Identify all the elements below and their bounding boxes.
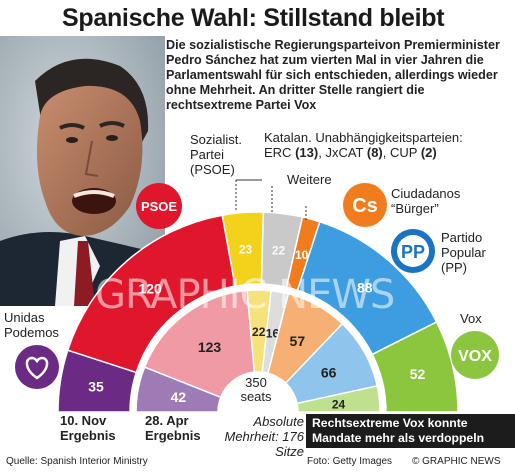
label-erc: ERC	[264, 145, 292, 160]
label-psoe: Sozialist. Partei (PSOE)	[190, 132, 243, 177]
label-weitere: Weitere	[287, 172, 332, 187]
majority-note: Absolute Mehrheit: 176 Sitze	[224, 414, 305, 459]
outer-ring-value-weitere: 22	[272, 243, 286, 257]
inner-ring-value-pp: 66	[321, 364, 337, 380]
pp-logo: PP	[391, 229, 435, 273]
label-jxcat-seats: (8)	[366, 145, 383, 160]
outer-ring-value-podemos: 35	[88, 378, 104, 394]
seats-word: seats	[240, 389, 272, 404]
label-catalan-title: Katalan. Unabhängigkeitsparteien:	[264, 130, 463, 145]
photo-credit: Foto: Getty Images	[307, 456, 393, 467]
page-title: Spanische Wahl: Stillstand bleibt	[62, 4, 445, 32]
label-cup: CUP	[390, 145, 418, 160]
label-ciudadanos: Ciudadanos “Bürger”	[391, 186, 461, 216]
vox-callout: Rechtsextreme Vox konnte Mandate mehr al…	[306, 414, 515, 448]
label-pp: Partido Popular (PP)	[441, 230, 486, 275]
label-cup-seats: (2)	[420, 145, 437, 160]
vox-logo: VOX	[451, 331, 499, 379]
label-erc-seats: (13)	[295, 145, 319, 160]
inner-ring-value-weitere: 16	[266, 326, 280, 340]
seats-total: 350 seats	[236, 376, 276, 404]
outer-ring-value-pp: 88	[357, 280, 373, 296]
outer-ring-nov: 35 120 23 22 10 88 52	[57, 211, 459, 413]
ciudadanos-logo-text: Cs	[352, 195, 378, 217]
vox-logo-text: VOX	[458, 348, 492, 365]
inner-ring-value-catalan: 22	[252, 325, 266, 339]
copyright: © GRAPHIC NEWS	[412, 456, 501, 467]
inner-ring-segment-psoe	[143, 289, 256, 399]
label-nov: 10. Nov Ergebnis	[60, 413, 116, 443]
outer-ring-value-vox: 52	[410, 366, 426, 382]
seats-number: 350	[245, 375, 267, 390]
outer-ring-value-catalan: 23	[239, 242, 253, 256]
outer-ring-value-psoe: 120	[138, 280, 162, 296]
source-note: Quelle: Spanish Interior Ministry	[6, 456, 148, 467]
inner-ring-apr: 42 123 22 16 57 66 24	[135, 289, 381, 413]
heart-icon	[25, 356, 49, 380]
outer-ring-value-ciudadanos: 10	[295, 248, 309, 262]
inner-ring-value-psoe: 123	[198, 339, 222, 355]
intro-text: Die sozialistische Regierungsparteivon P…	[166, 38, 500, 112]
inner-ring-segment-vox	[296, 385, 381, 413]
inner-ring-value-podemos: 42	[171, 389, 187, 405]
podemos-logo	[15, 345, 59, 389]
label-podemos: Unidas Podemos	[4, 310, 59, 340]
psoe-logo: PSOE	[136, 183, 182, 229]
psoe-logo-text: PSOE	[141, 199, 177, 214]
label-jxcat: JxCAT	[325, 145, 364, 160]
pp-logo-text: PP	[401, 242, 425, 262]
hemicycle-center	[220, 374, 296, 412]
label-apr: 28. Apr Ergebnis	[145, 413, 201, 443]
inner-ring-value-vox: 24	[332, 397, 346, 411]
ciudadanos-logo: Cs	[343, 183, 387, 227]
watermark: GRAPHIC NEWS	[95, 272, 395, 318]
label-catalan: Katalan. Unabhängigkeitsparteien: ERC (1…	[264, 130, 463, 160]
leader-lines	[235, 179, 307, 220]
outer-ring-segment-vox	[371, 320, 459, 413]
label-vox: Vox	[460, 311, 482, 326]
inner-ring-value-ciudadanos: 57	[290, 333, 306, 349]
